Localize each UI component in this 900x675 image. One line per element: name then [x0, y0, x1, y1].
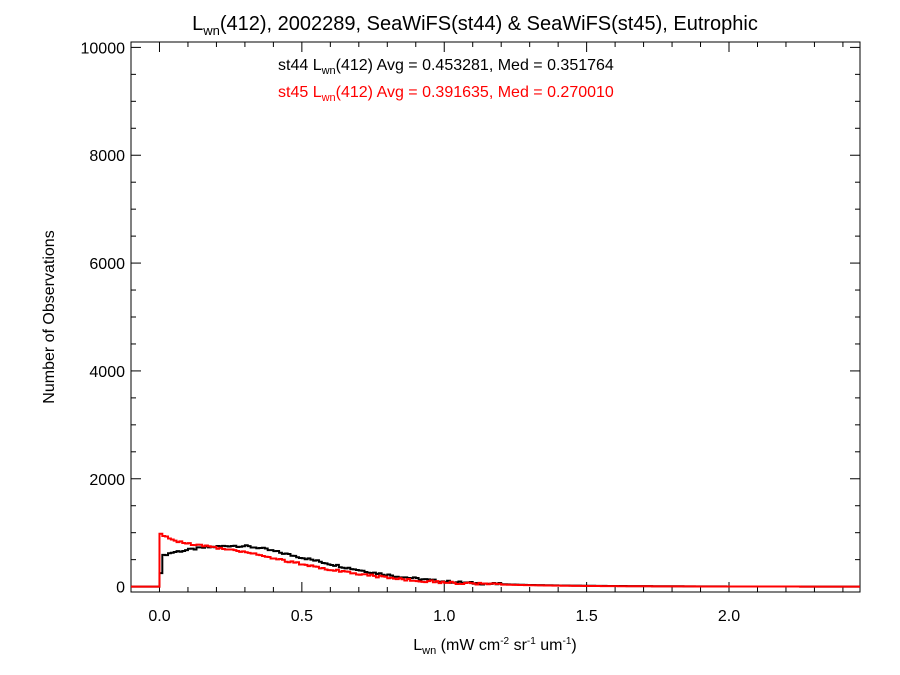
- y-tick-label: 6000: [89, 256, 125, 273]
- y-tick-label: 2000: [89, 472, 125, 489]
- y-tick-label: 10000: [81, 40, 126, 57]
- y-axis-label: Number of Observations: [41, 230, 58, 403]
- y-tick-label: 4000: [89, 364, 125, 381]
- x-axis-label: Lwn (mW cm-2 sr-1 um-1): [413, 636, 576, 657]
- annotation-st44: st44 Lwn(412) Avg = 0.453281, Med = 0.35…: [278, 57, 614, 77]
- y-tick-label: 8000: [89, 148, 125, 165]
- x-tick-label: 1.5: [576, 608, 598, 625]
- x-tick-label: 0.5: [291, 608, 313, 625]
- svg-text:st45 Lwn(412) Avg = 0.391635,: st45 Lwn(412) Avg = 0.391635, Med = 0.27…: [278, 84, 614, 104]
- series-layer: [131, 532, 860, 588]
- chart-title: Lwn(412), 2002289, SeaWiFS(st44) & SeaWi…: [192, 13, 758, 38]
- y-axis-ticks: 0 2000 4000 6000 8000 10000: [81, 40, 860, 597]
- x-axis-ticks: 0.0 0.5 1.0 1.5 2.0: [130, 42, 844, 625]
- plot-frame: [130, 41, 861, 593]
- annotation-st45: st45 Lwn(412) Avg = 0.391635, Med = 0.27…: [278, 84, 614, 104]
- svg-text:st44 Lwn(412) Avg = 0.453281,: st44 Lwn(412) Avg = 0.453281, Med = 0.35…: [278, 57, 614, 77]
- x-tick-label: 1.0: [433, 608, 455, 625]
- y-tick-label: 0: [116, 580, 125, 597]
- x-tick-label: 0.0: [148, 608, 170, 625]
- x-tick-label: 2.0: [718, 608, 740, 625]
- series-line-st45: [131, 532, 860, 588]
